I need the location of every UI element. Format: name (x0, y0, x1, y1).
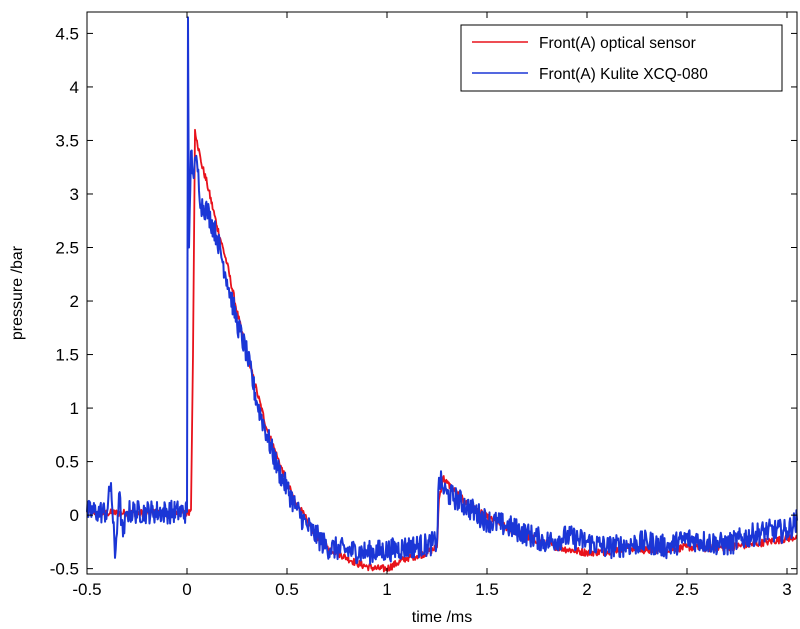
x-tick-label: 1.5 (475, 580, 499, 599)
x-tick-label: 2 (582, 580, 591, 599)
y-tick-label: 2 (70, 292, 79, 311)
legend-label-optical-sensor: Front(A) optical sensor (539, 35, 696, 52)
x-tick-label: 3 (782, 580, 791, 599)
y-tick-label: 3.5 (55, 131, 79, 150)
y-tick-label: 1 (70, 399, 79, 418)
y-tick-label: 4.5 (55, 24, 79, 43)
x-tick-label: -0.5 (72, 580, 101, 599)
x-tick-label: 0 (182, 580, 191, 599)
y-axis-label: pressure /bar (9, 245, 26, 340)
y-tick-label: 1.5 (55, 346, 79, 365)
legend-box (460, 24, 783, 92)
y-tick-label: 2.5 (55, 239, 79, 258)
legend-label-kulite: Front(A) Kulite XCQ-080 (539, 66, 708, 83)
series-optical-sensor-line (86, 128, 798, 573)
axes-box (86, 11, 798, 575)
y-tick-label: -0.5 (50, 560, 79, 579)
x-tick-label: 0.5 (275, 580, 299, 599)
axis-ticks: -0.5 0 0.5 1 1.5 2 2.5 3 -0.5 0 0.5 1 1.5 2 2.5 3 3.5 4 4.… (50, 12, 797, 599)
y-tick-label: 0.5 (55, 453, 79, 472)
x-tick-label: 1 (382, 580, 391, 599)
x-tick-label: 2.5 (675, 580, 699, 599)
x-axis-label: time /ms (412, 609, 472, 626)
legend: Front(A) optical sensor Front(A) Kulite … (460, 24, 783, 92)
data-traces (86, 16, 798, 573)
y-tick-label: 0 (70, 506, 79, 525)
series-kulite-line (86, 16, 798, 565)
y-tick-label: 4 (70, 78, 79, 97)
y-tick-label: 3 (70, 185, 79, 204)
